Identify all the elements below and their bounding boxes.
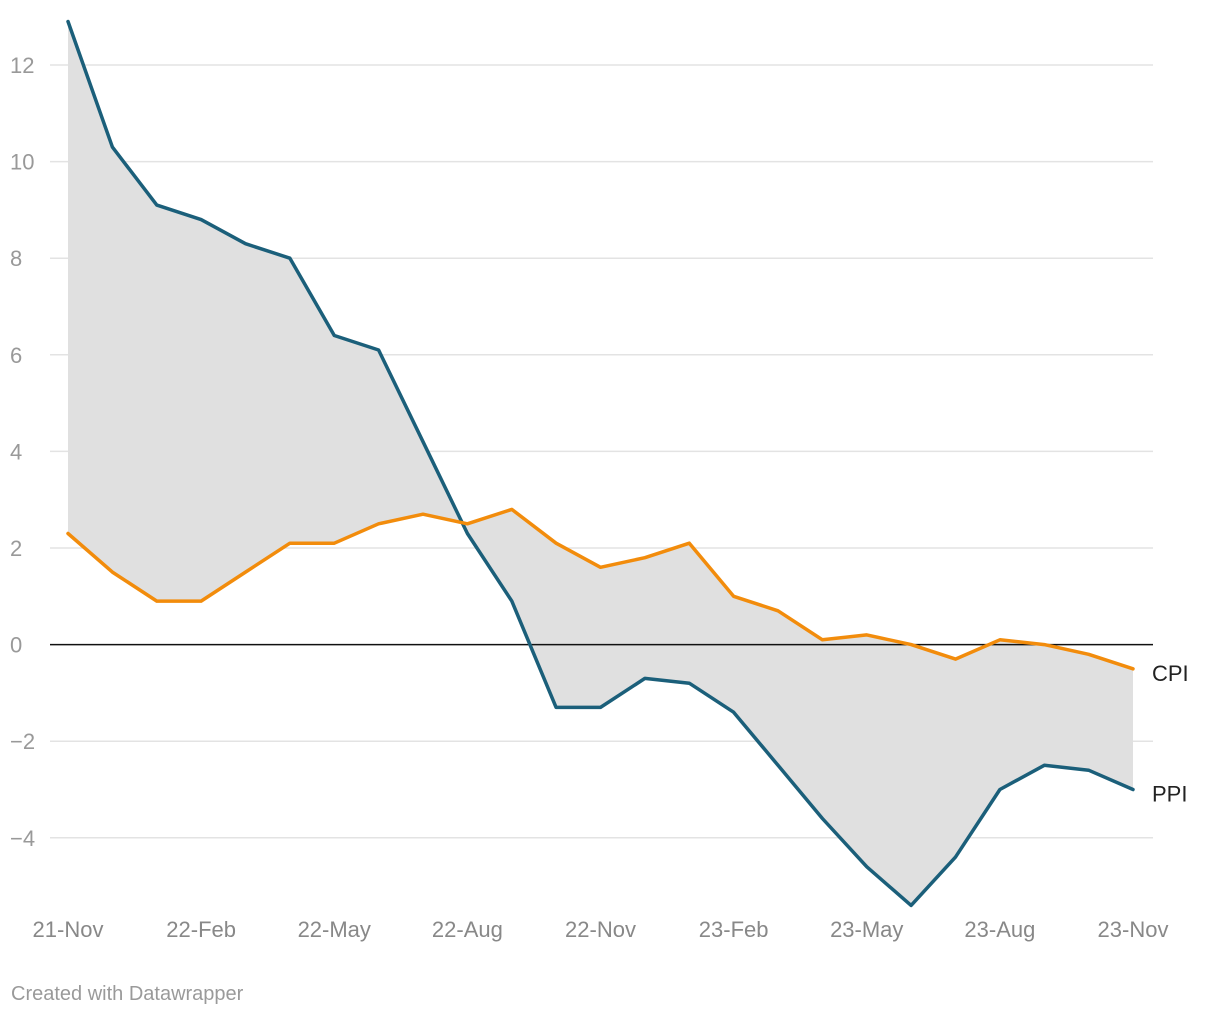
- x-tick-label: 22-Aug: [432, 917, 503, 942]
- y-tick-label: 6: [10, 343, 22, 368]
- y-tick-label: 2: [10, 536, 22, 561]
- x-tick-label: 23-Aug: [964, 917, 1035, 942]
- credit-footer: Created with Datawrapper: [11, 983, 244, 1005]
- x-tick-label: 22-May: [298, 917, 371, 942]
- y-tick-label: 8: [10, 246, 22, 271]
- ppi-series-line: [66, 19, 1135, 908]
- x-axis-tick-labels: 21-Nov 22-Feb 22-May 22-Aug 22-Nov 23-Feb 23-M…: [33, 917, 1169, 942]
- x-tick-label: 23-Nov: [1098, 917, 1169, 942]
- x-tick-label: 23-Feb: [699, 917, 769, 942]
- cpi-series-line: [66, 507, 1135, 671]
- cpi-ppi-gap-area: [68, 21, 1133, 906]
- x-tick-label: 21-Nov: [33, 917, 104, 942]
- y-tick-label: −2: [10, 729, 35, 754]
- x-tick-label: 22-Nov: [565, 917, 636, 942]
- y-tick-label: 10: [10, 150, 34, 175]
- y-tick-label: −4: [10, 826, 35, 851]
- x-tick-label: 22-Feb: [166, 917, 236, 942]
- x-tick-label: 23-May: [830, 917, 903, 942]
- ppi-series-label: PPI: [1152, 782, 1187, 807]
- cpi-series-label: CPI: [1152, 661, 1189, 686]
- y-axis-tick-labels: 12 10 8 6 4 2 0 −2 −4: [10, 53, 35, 851]
- y-tick-label: 4: [10, 439, 22, 464]
- y-tick-label: 12: [10, 53, 34, 78]
- y-tick-label: 0: [10, 633, 22, 658]
